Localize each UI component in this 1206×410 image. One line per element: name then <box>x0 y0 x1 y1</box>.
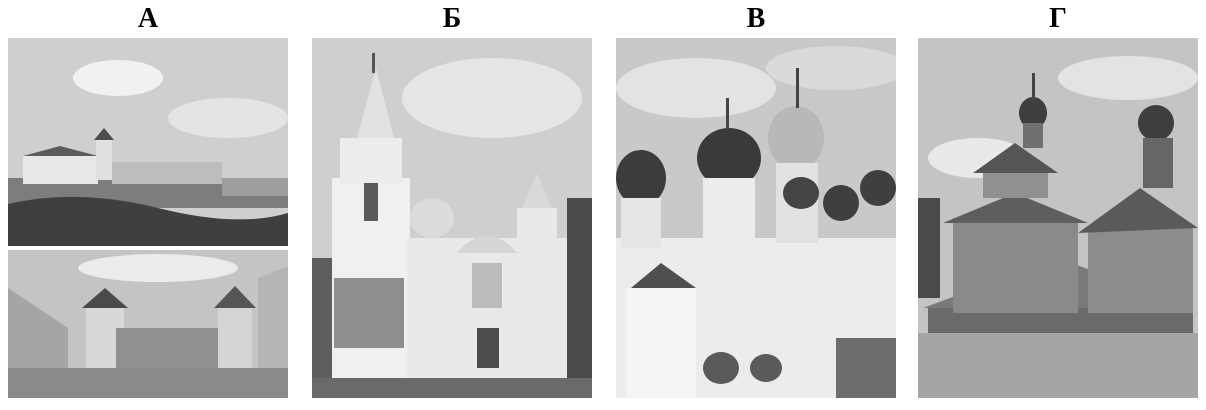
panel-c-label: В <box>746 3 766 34</box>
panel-a-image <box>8 38 288 398</box>
church-photo <box>312 38 592 398</box>
panel-d-image <box>918 38 1198 398</box>
panel-a-label: А <box>137 3 159 34</box>
panel-b-image <box>312 38 592 398</box>
panel-c-image <box>616 38 896 398</box>
panel-d-label: Г <box>1049 3 1067 34</box>
castle-photo <box>8 38 288 398</box>
panel-b-label: Б <box>442 3 462 34</box>
cathedral-photo <box>616 38 896 398</box>
wooden-church-photo <box>918 38 1198 398</box>
